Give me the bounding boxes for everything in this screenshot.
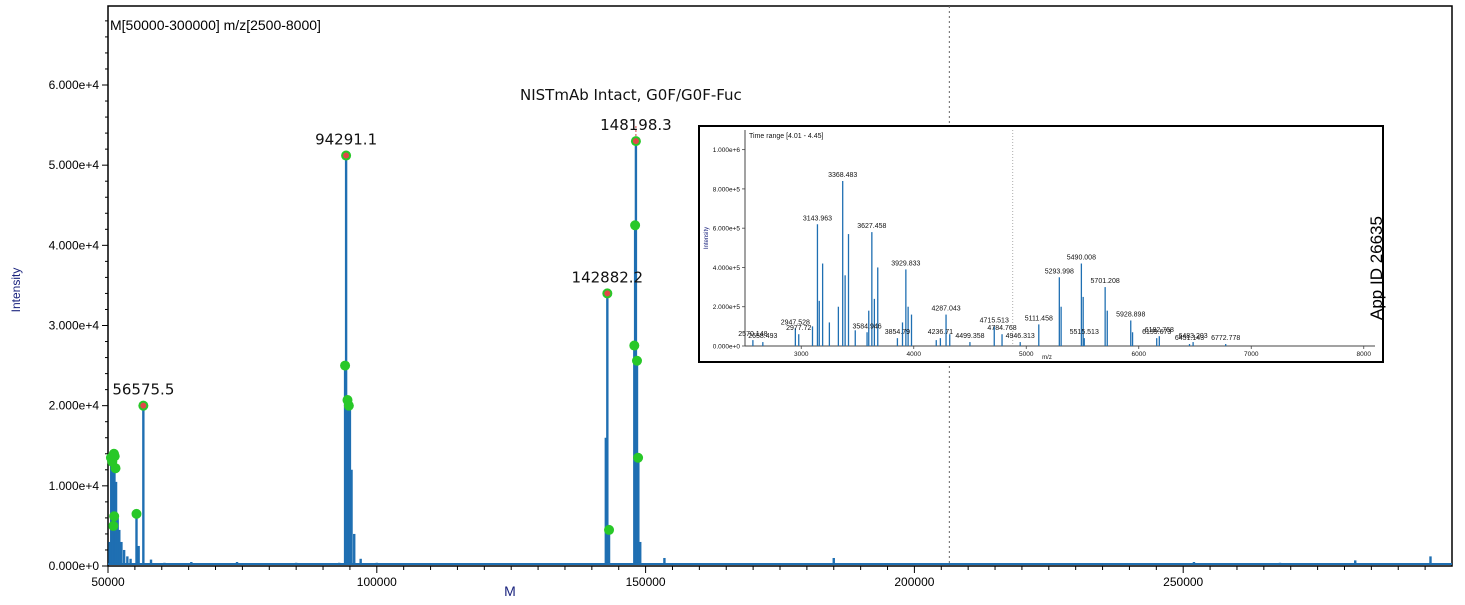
inset-peak-label: 3368.483 — [828, 172, 857, 179]
x-tick-label: 50000 — [91, 575, 125, 589]
peak-marker-dot — [343, 400, 354, 411]
peak-labels: 56575.5 94291.1 142882.2 148198.3 NISTmAb In… — [112, 86, 742, 409]
inset-title: Time range [4.01 - 4.45] — [749, 133, 824, 140]
y-tick-label: 5.000e+4 — [49, 158, 100, 172]
app-id-label: App ID 26635 — [1367, 216, 1386, 320]
inset-x-tick-label: 4000 — [907, 351, 922, 358]
peak-marker-dot — [109, 451, 120, 462]
y-axis: 0.000e+0 1.000e+4 2.000e+4 3.000e+4 4.000e+4… — [9, 20, 108, 573]
y-tick-label: 2.000e+4 — [49, 399, 100, 413]
inset-peak-label: 3854.79 — [885, 329, 910, 336]
y-tick-label: 4.000e+4 — [49, 238, 100, 252]
inset-x-tick-label: 6000 — [1132, 351, 1147, 358]
inset-x-axis-title: m/z — [1042, 355, 1052, 361]
inset-peak-label: 4236.71 — [928, 329, 953, 336]
peak-marker-dot — [131, 508, 142, 519]
peak-marker-dot — [108, 520, 119, 531]
inset-y-tick-label: 8.000e+5 — [713, 186, 741, 193]
peak-marker-dot — [633, 452, 644, 463]
inset-peak-label: 4715.513 — [980, 317, 1009, 324]
inset-peaks — [752, 181, 1227, 346]
inset-y-axis-title: Intensity — [704, 227, 710, 249]
apex-marker — [343, 152, 350, 159]
apex-marker — [632, 138, 639, 145]
peak-marker-dot — [604, 524, 615, 535]
inset-y-tick-label: 6.000e+5 — [713, 226, 741, 233]
inset-peak-label: 5701.208 — [1091, 278, 1120, 285]
x-tick-label: 150000 — [626, 575, 666, 589]
chart-title: M[50000-300000] m/z[2500-8000] — [110, 17, 321, 33]
inset-peak-label: 2947.528 — [781, 319, 810, 326]
inset-peak-label: 5515.513 — [1070, 329, 1099, 336]
peak-label: 148198.3 — [600, 116, 672, 134]
inset-peak-label: 2570.148 — [738, 331, 767, 338]
inset-x-tick-label: 3000 — [794, 351, 809, 358]
y-tick-label: 0.000e+0 — [49, 559, 100, 573]
apex-marker — [604, 290, 611, 297]
inset-peak-label: 3143.963 — [803, 215, 832, 222]
inset-y-tick-label: 4.000e+5 — [713, 265, 741, 272]
inset-peak-label: 5293.998 — [1045, 268, 1074, 275]
inset-peak-label: 6451.143 — [1175, 335, 1204, 342]
peak-marker-dot — [631, 355, 642, 366]
inset-y-tick-label: 1.000e+6 — [713, 147, 741, 154]
x-tick-label: 200000 — [894, 575, 934, 589]
inset-peak-label: 4946.313 — [1006, 333, 1035, 340]
y-tick-label: 1.000e+4 — [49, 479, 100, 493]
inset-x-tick-label: 5000 — [1019, 351, 1034, 358]
peak-label: 56575.5 — [112, 381, 174, 399]
inset-peak-label: 4499.358 — [955, 333, 984, 340]
inset-peak-label: 6772.778 — [1211, 335, 1240, 342]
peak-markers — [105, 136, 644, 535]
inset-peak-label: 2658.493 — [748, 333, 777, 340]
inset-peak-label: 6483.203 — [1179, 333, 1208, 340]
y-axis-title: Intensity — [9, 268, 23, 313]
inset-peak-label: 6159.673 — [1142, 329, 1171, 336]
inset-peak-label: 3627.458 — [857, 223, 886, 230]
x-axis: 50000 100000 150000 200000 250000 M — [91, 566, 1426, 599]
inset-y-tick-label: 2.000e+5 — [713, 304, 741, 311]
inset-spectrum: 0.000e+0 2.000e+5 4.000e+5 6.000e+5 8.000e+5… — [698, 125, 1384, 363]
inset-peak-label: 5928.898 — [1116, 311, 1145, 318]
peak-marker-dot — [629, 340, 640, 351]
apex-marker — [140, 402, 147, 409]
inset-frame — [698, 125, 1384, 363]
inset-peak-label: 4784.768 — [987, 325, 1016, 332]
inset-x-tick-label: 8000 — [1357, 351, 1372, 358]
inset-y-tick-label: 0.000e+0 — [713, 344, 741, 351]
inset-peak-label: 3584.946 — [852, 323, 881, 330]
peak-marker-dot — [340, 360, 351, 371]
inset-peak-label: 4287.043 — [931, 306, 960, 313]
inset-peak-label: 5111.458 — [1025, 315, 1053, 322]
inset-peak-label: 5490.008 — [1067, 255, 1096, 262]
peak-label: 94291.1 — [315, 131, 377, 149]
inset-peak-label: 3929.833 — [891, 260, 920, 267]
inset-peak-label: 6182.768 — [1145, 327, 1174, 334]
peak-marker-dot — [630, 220, 641, 231]
peak-label: 142882.2 — [572, 268, 644, 286]
x-axis-title: M — [504, 583, 516, 599]
inset-x-tick-label: 7000 — [1244, 351, 1259, 358]
inset-peak-label: 2977.72 — [786, 325, 811, 332]
x-tick-label: 100000 — [357, 575, 397, 589]
peak-marker-dot — [110, 463, 121, 474]
y-tick-label: 3.000e+4 — [49, 319, 100, 333]
peak-marker-dot — [109, 511, 120, 522]
x-tick-label: 250000 — [1163, 575, 1203, 589]
y-tick-label: 6.000e+4 — [49, 78, 100, 92]
peak-annotation: NISTmAb Intact, G0F/G0F-Fuc — [520, 86, 742, 104]
